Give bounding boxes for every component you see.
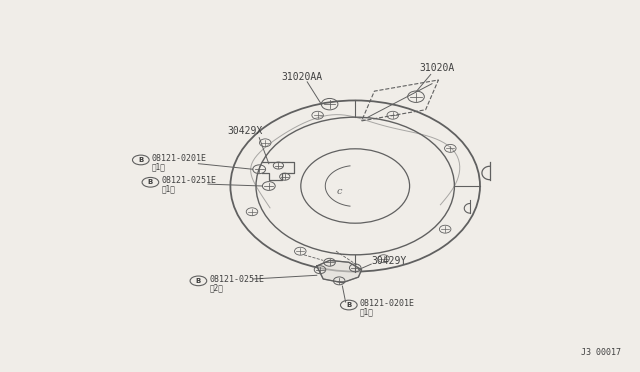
Text: 31020AA: 31020AA xyxy=(282,72,323,82)
Text: B: B xyxy=(196,278,201,284)
Text: 〈2〉: 〈2〉 xyxy=(209,283,223,292)
Text: 08121-0251E: 08121-0251E xyxy=(161,176,216,185)
Text: 30429Y: 30429Y xyxy=(371,256,406,266)
Text: B: B xyxy=(138,157,143,163)
Text: 30429X: 30429X xyxy=(227,126,262,136)
Text: 〈1〉: 〈1〉 xyxy=(360,307,374,316)
Text: 08121-0201E: 08121-0201E xyxy=(152,154,207,163)
Text: c: c xyxy=(337,187,342,196)
Text: B: B xyxy=(346,302,351,308)
Text: 08121-0251E: 08121-0251E xyxy=(209,275,264,284)
Text: 08121-0201E: 08121-0201E xyxy=(360,299,415,308)
Text: J3 00017: J3 00017 xyxy=(581,348,621,357)
Text: B: B xyxy=(148,179,153,185)
Polygon shape xyxy=(317,260,362,283)
Text: 〈1〉: 〈1〉 xyxy=(161,185,175,193)
Text: 〈1〉: 〈1〉 xyxy=(152,162,166,171)
Text: 31020A: 31020A xyxy=(419,63,454,73)
